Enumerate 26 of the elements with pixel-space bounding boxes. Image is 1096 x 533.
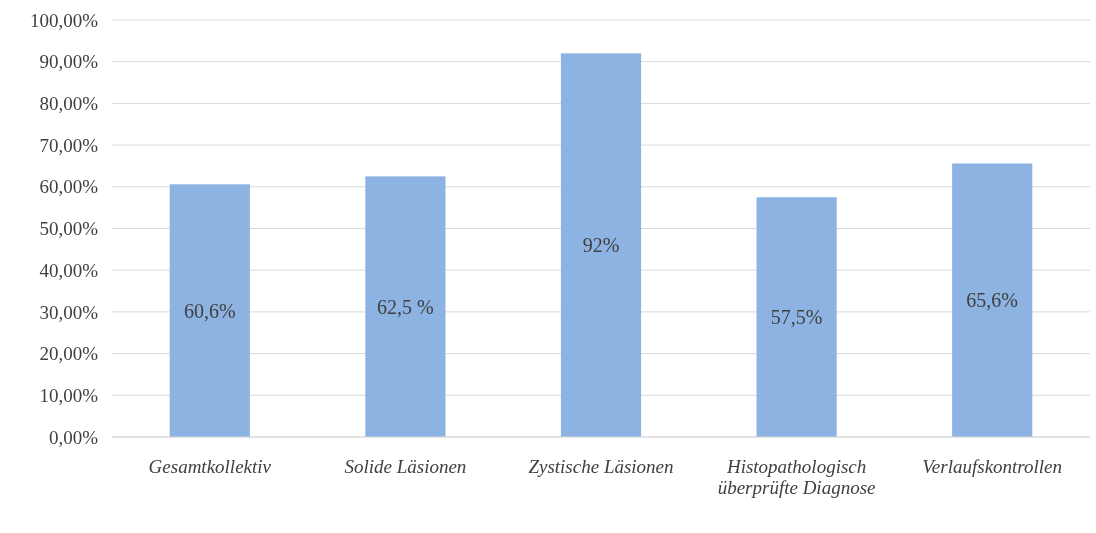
y-tick-label: 60,00% [39, 176, 99, 198]
x-tick-label: Zystische Läsionen [528, 456, 674, 477]
data-label: 62,5 % [377, 295, 434, 318]
data-label: 92% [582, 234, 620, 257]
bar [560, 53, 642, 437]
x-tick-label: Solide Läsionen [344, 456, 467, 477]
y-tick-label: 80,00% [39, 93, 99, 115]
y-tick-label: 40,00% [39, 259, 99, 281]
x-tick-label: Gesamtkollektiv [148, 456, 272, 477]
x-tick-label: Verlaufskontrollen [922, 456, 1063, 477]
y-tick-label: 30,00% [39, 301, 99, 323]
data-label: 65,6% [966, 289, 1019, 312]
bar [365, 176, 446, 437]
y-tick-label: 20,00% [39, 343, 99, 365]
bar [952, 163, 1033, 437]
data-label: 60,6% [183, 299, 236, 322]
bar [169, 184, 250, 437]
y-tick-label: 100,00% [29, 9, 99, 31]
y-tick-label: 70,00% [39, 134, 99, 156]
y-tick-label: 50,00% [39, 218, 99, 240]
y-tick-label: 10,00% [39, 384, 99, 406]
x-tick-label: Histopathologisch überprüfte Diagnose [717, 456, 876, 498]
y-tick-label: 0,00% [48, 426, 99, 448]
bar [756, 197, 837, 437]
data-label: 57,5% [770, 306, 823, 329]
y-tick-label: 90,00% [39, 51, 99, 73]
